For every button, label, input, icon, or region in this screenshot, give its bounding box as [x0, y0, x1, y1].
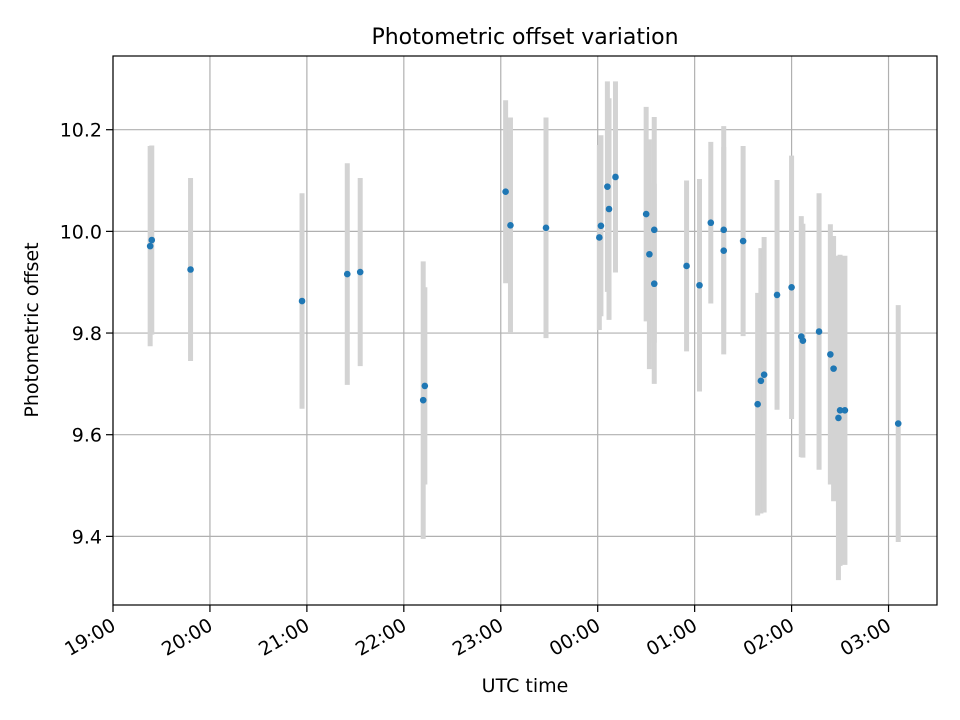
data-point	[642, 210, 650, 218]
data-point	[298, 297, 306, 305]
data-point	[835, 414, 842, 422]
data-point	[187, 266, 194, 273]
y-axis-ticks: 9.4 9.6 9.8 10.0 10.2	[60, 120, 113, 548]
data-point	[604, 183, 611, 190]
data-point	[605, 205, 613, 213]
data-point	[696, 281, 703, 289]
data-point	[707, 219, 715, 227]
data-point	[754, 400, 761, 408]
chart-title: Photometric offset variation	[371, 25, 678, 50]
y-tick-label: 9.4	[72, 526, 102, 548]
y-tick-label: 10.0	[60, 221, 102, 243]
plot-frame	[112, 55, 938, 606]
data-point	[507, 221, 514, 229]
data-point	[841, 407, 849, 414]
data-point	[502, 188, 509, 196]
y-tick-label: 10.2	[60, 120, 102, 142]
x-axis-label: UTC time	[482, 675, 569, 697]
data-point	[596, 234, 603, 241]
data-point	[421, 382, 429, 390]
y-axis-label: Photometric offset	[21, 242, 43, 417]
data-point	[760, 371, 768, 379]
data-point	[650, 226, 658, 234]
data-point	[542, 224, 550, 232]
data-point	[343, 270, 351, 278]
data-point	[720, 247, 728, 254]
data-point	[827, 351, 834, 358]
data-point	[148, 236, 156, 244]
data-point	[720, 226, 728, 234]
data-point	[356, 268, 364, 276]
data-point	[836, 407, 844, 414]
data-points	[146, 173, 902, 427]
data-point	[894, 420, 902, 427]
data-point	[612, 173, 619, 181]
data-point	[597, 222, 605, 230]
data-point	[683, 262, 690, 270]
data-point	[650, 280, 658, 288]
data-point	[799, 337, 807, 344]
data-point	[830, 365, 837, 372]
data-point	[757, 377, 765, 385]
data-point	[646, 250, 653, 258]
y-tick-label: 9.8	[72, 323, 102, 345]
data-point	[773, 291, 781, 299]
data-point	[815, 328, 823, 335]
data-point	[788, 283, 795, 291]
data-point	[419, 396, 427, 404]
data-point	[146, 242, 154, 250]
data-point	[739, 237, 747, 245]
y-tick-label: 9.6	[72, 425, 102, 447]
